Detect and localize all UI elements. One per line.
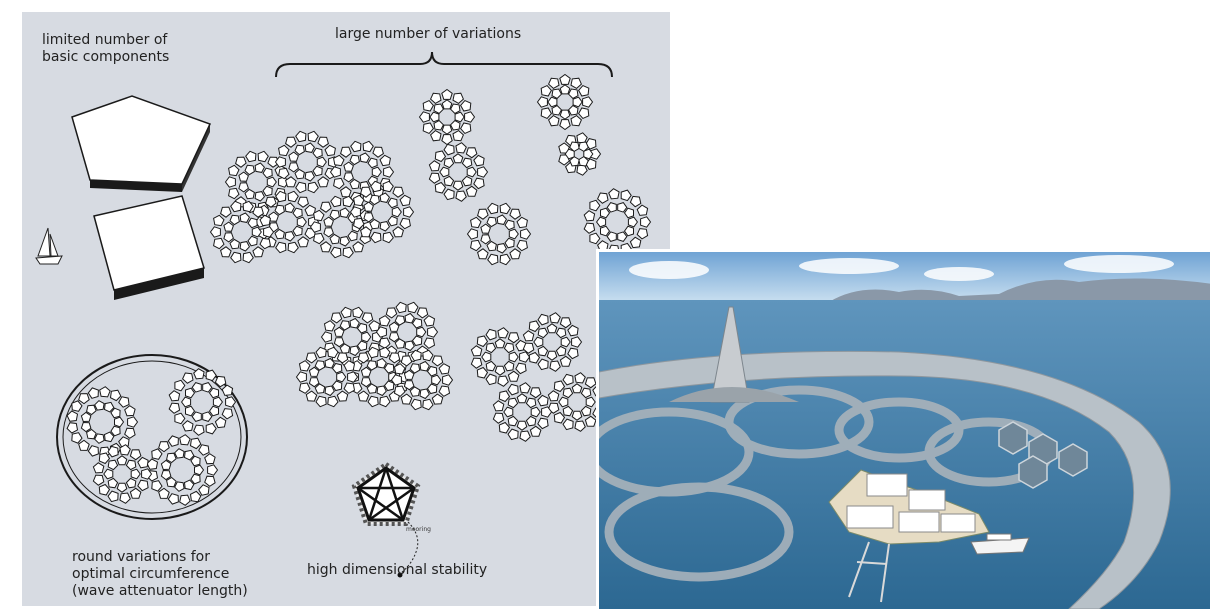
sailboat-icon [35,227,63,265]
small-cluster-c-inner [439,153,477,191]
floating-city-modular-diagram: limited number of basic components large… [22,12,670,606]
large-cluster-5-inner [363,192,402,232]
round-cluster-b-inner [180,382,224,422]
round-variations-label: round variations for optimal circumferen… [72,549,248,599]
breakwater [599,350,1171,609]
mid-cluster-3-outer [295,346,359,408]
arc-cluster-3-inner [503,393,541,431]
clouds [629,255,1174,281]
mid-cluster-1-inner [388,312,427,352]
large-cluster-4-inner [323,207,362,247]
large-cluster-1-inner [288,142,327,182]
wave-attenuator-ring-inner [62,360,242,514]
large-cluster-6-inner [223,212,262,252]
round-cluster-d-inner [103,455,141,493]
mountains [829,278,1210,304]
small-cluster-a-outer [418,88,476,146]
large-cluster-5-outer [349,180,415,244]
small-cluster-e-inner [480,214,519,254]
arc-cluster-1-inner [533,323,571,361]
arc-cluster-0-inner [481,338,519,376]
piers [848,541,890,603]
mid-cluster-2-inner [360,357,399,397]
arc-cluster-1-outer [522,312,583,372]
wave-attenuator-ring [56,354,248,520]
arc-cluster-3-outer [492,382,553,442]
arc-cluster-2-inner [558,383,596,421]
platform-clusters [66,73,652,506]
mooring-label: mooring [406,526,431,533]
mid-cluster-4-inner [403,360,442,400]
variations-brace [275,51,613,78]
mid-cluster-0-outer [320,306,384,368]
small-cluster-f-inner [595,202,639,242]
mid-cluster-4-outer [390,349,454,411]
round-cluster-c-inner [160,448,205,492]
stability-label: high dimensional stability [307,562,488,578]
square-component [93,195,205,300]
pentagon-component [71,95,212,192]
small-cluster-d-inner [564,141,594,167]
variations-label: large number of variations [335,26,522,42]
small-cluster-e-outer [466,202,532,266]
small-cluster-c-outer [428,142,489,202]
hex-platforms [998,421,1088,489]
round-cluster-b-outer [168,368,237,436]
stability-module [351,461,421,578]
small-cluster-f-outer [583,188,652,256]
mid-cluster-0-inner [333,317,372,357]
components-label: limited number of basic components [42,32,170,65]
buildings [846,473,976,533]
large-cluster-6-outer [209,200,275,264]
platform-rings [599,385,1054,582]
round-cluster-d-outer [92,444,153,504]
cruise-ship [970,533,1030,555]
rendering-scene [599,252,1210,609]
small-cluster-d-outer [558,132,602,176]
round-cluster-c-outer [146,434,219,506]
round-cluster-a-inner [80,400,125,444]
large-cluster-3-inner [268,202,307,242]
small-cluster-b-outer [536,73,594,131]
mooring-line [399,521,419,575]
arc-cluster-0-outer [470,327,531,387]
round-cluster-a-outer [66,386,139,458]
floating-city-rendering [596,249,1210,609]
diagram-drawing [35,51,652,578]
mid-cluster-3-inner [308,357,347,397]
small-cluster-b-inner [547,84,583,120]
small-cluster-a-inner [429,99,465,135]
large-cluster-0-inner [238,162,277,202]
